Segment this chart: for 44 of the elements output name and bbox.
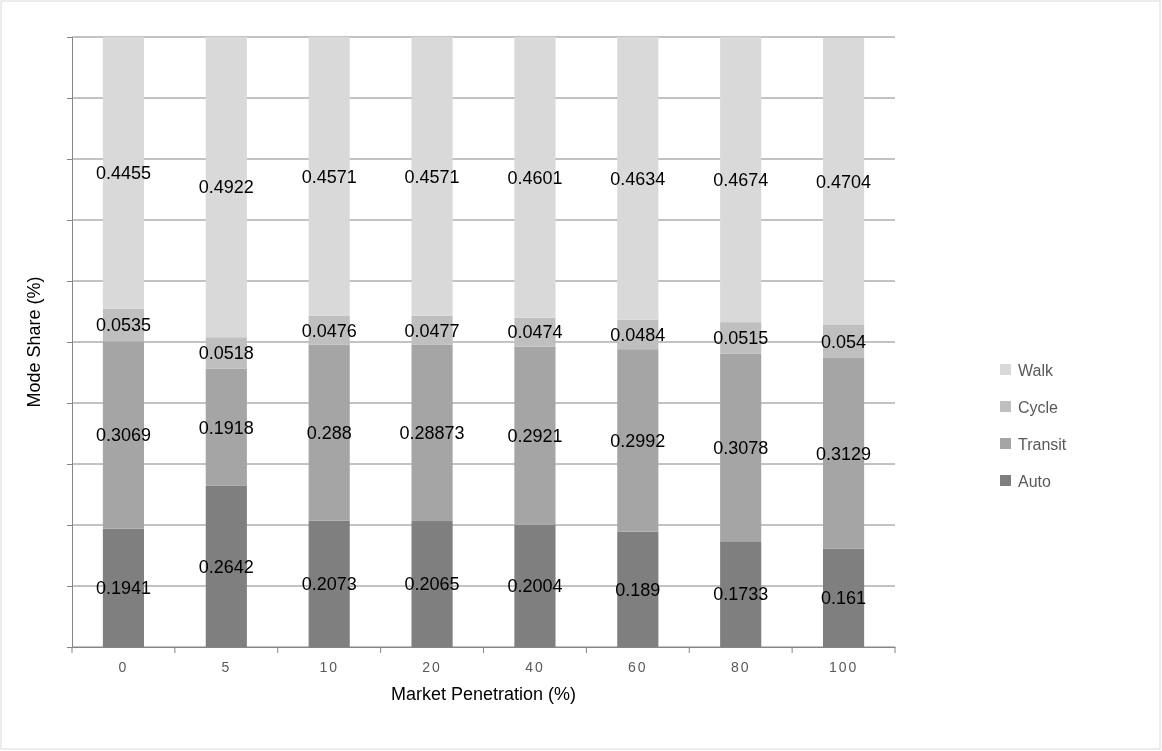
- data-label: 0.0518: [198, 343, 254, 364]
- x-tick-label: 60: [628, 659, 648, 676]
- data-label: 0.1918: [198, 417, 254, 438]
- data-label: 0.2073: [301, 574, 357, 595]
- data-label: 0.288: [306, 423, 352, 444]
- x-tick-label: 5: [221, 659, 232, 676]
- legend-label: Transit: [1018, 435, 1067, 453]
- data-label: 0.4674: [713, 169, 769, 190]
- data-label: 0.0535: [95, 315, 151, 336]
- data-label: 0.054: [821, 331, 867, 352]
- data-label: 0.4571: [404, 166, 460, 187]
- data-label: 0.3129: [816, 443, 872, 464]
- data-label: 0.0474: [507, 322, 563, 343]
- data-label: 0.4704: [816, 171, 872, 192]
- legend-label: Walk: [1018, 361, 1054, 379]
- data-label: 0.4455: [95, 163, 151, 184]
- legend-label: Cycle: [1018, 398, 1059, 416]
- y-axis-title: Mode Share (%): [24, 276, 44, 408]
- x-tick-label: 0: [118, 659, 129, 676]
- legend-label: Auto: [1018, 472, 1052, 490]
- x-tick-label: 40: [525, 659, 545, 676]
- data-label: 0.0477: [404, 320, 460, 341]
- data-label: 0.4634: [610, 168, 666, 189]
- data-label: 0.2921: [507, 425, 563, 446]
- bar: [308, 344, 350, 521]
- x-tick-label: 10: [319, 659, 339, 676]
- data-label: 0.3069: [95, 425, 151, 446]
- data-label: 0.2065: [404, 574, 460, 595]
- data-label: 0.2992: [610, 430, 666, 451]
- data-label: 0.28873: [399, 423, 465, 444]
- data-label: 0.0484: [610, 324, 666, 345]
- data-label: 0.0476: [301, 320, 357, 341]
- data-label: 0.3078: [713, 437, 769, 458]
- x-tick-label: 20: [422, 659, 442, 676]
- data-label: 0.2004: [507, 576, 563, 597]
- data-label: 0.0515: [713, 328, 769, 349]
- x-axis-title: Market Penetration (%): [390, 684, 577, 704]
- data-label: 0.4601: [507, 167, 563, 188]
- x-tick-label: 80: [730, 659, 751, 676]
- data-label: 0.189: [615, 579, 661, 600]
- data-label: 0.1941: [95, 578, 151, 599]
- data-label: 0.4571: [301, 166, 357, 187]
- data-label: 0.4922: [198, 177, 254, 198]
- x-tick-label: 100: [828, 659, 859, 676]
